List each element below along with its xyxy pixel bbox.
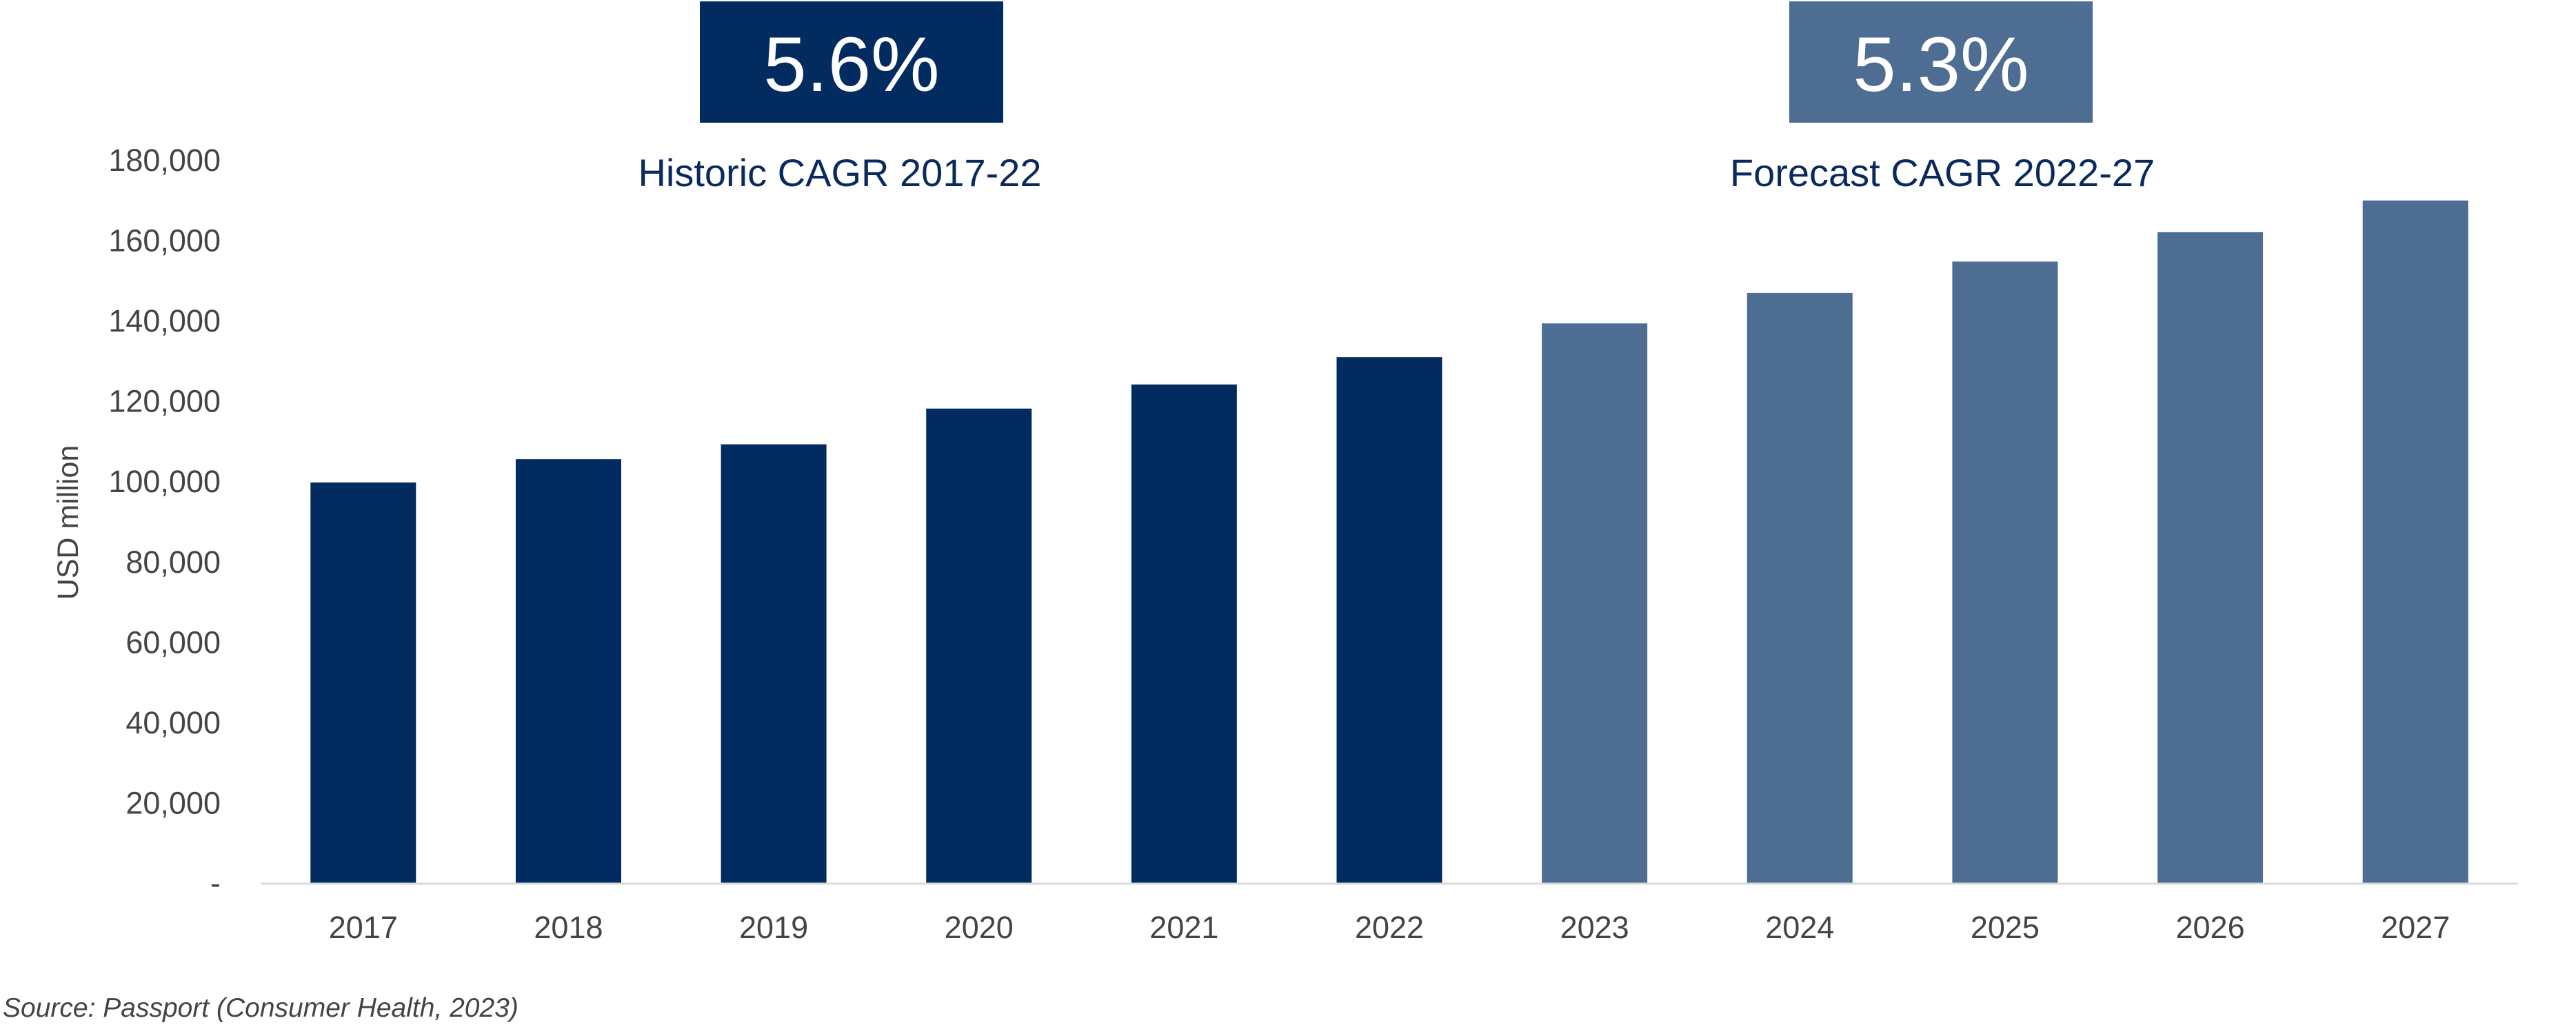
x-tick-label: 2027 <box>2381 910 2450 945</box>
x-tick-label: 2021 <box>1149 910 1218 945</box>
x-tick-label: 2020 <box>945 910 1014 945</box>
bar-2026 <box>2157 232 2264 883</box>
y-axis-ticks: - 20,000 40,000 60,000 80,000 100,000 120,000 1… <box>108 143 221 901</box>
x-tick-label: 2025 <box>1971 910 2040 945</box>
x-tick-label: 2017 <box>329 910 398 945</box>
bar-2021 <box>1131 384 1237 883</box>
y-tick-label: - <box>210 866 221 901</box>
x-tick-label: 2018 <box>534 910 603 945</box>
y-tick-label: 120,000 <box>108 384 221 419</box>
y-axis-title: USD million <box>52 445 85 600</box>
x-axis-ticks: 2017 2018 2019 2020 2021 2022 2023 2024 2025 2026… <box>329 910 2450 945</box>
bar-2017 <box>310 482 416 883</box>
bar-2019 <box>721 444 827 883</box>
x-tick-label: 2023 <box>1560 910 1629 945</box>
y-tick-label: 80,000 <box>125 545 221 580</box>
bar-2020 <box>926 408 1032 883</box>
historic-cagr-callout: 5.6% Historic CAGR 2017-22 <box>638 1 1042 194</box>
x-tick-label: 2026 <box>2175 910 2244 945</box>
x-tick-label: 2022 <box>1355 910 1424 945</box>
x-tick-label: 2024 <box>1765 910 1834 945</box>
historic-cagr-box <box>700 1 1003 123</box>
y-tick-label: 40,000 <box>125 705 221 740</box>
y-tick-label: 20,000 <box>125 785 221 820</box>
forecast-cagr-callout: 5.3% Forecast CAGR 2022-27 <box>1730 1 2155 194</box>
y-tick-label: 180,000 <box>108 143 221 178</box>
y-tick-label: 60,000 <box>125 624 221 660</box>
forecast-cagr-label: Forecast CAGR 2022-27 <box>1730 151 2155 194</box>
source-note: Source: Passport (Consumer Health, 2023) <box>3 993 519 1023</box>
x-tick-label: 2019 <box>739 910 808 945</box>
bar-2024 <box>1747 292 1853 884</box>
historic-cagr-label: Historic CAGR 2017-22 <box>638 151 1041 194</box>
bar-2025 <box>1952 261 2058 884</box>
y-tick-label: 100,000 <box>108 464 221 499</box>
forecast-cagr-box <box>1789 1 2093 123</box>
bar-2027 <box>2362 200 2468 883</box>
bar-2022 <box>1336 357 1442 883</box>
bars <box>310 200 2468 884</box>
y-tick-label: 160,000 <box>108 223 221 258</box>
forecast-cagr-value: 5.3% <box>1853 21 2029 108</box>
historic-cagr-value: 5.6% <box>763 21 939 108</box>
bar-2018 <box>515 459 621 883</box>
y-tick-label: 140,000 <box>108 303 221 338</box>
bar-2023 <box>1542 323 1648 883</box>
